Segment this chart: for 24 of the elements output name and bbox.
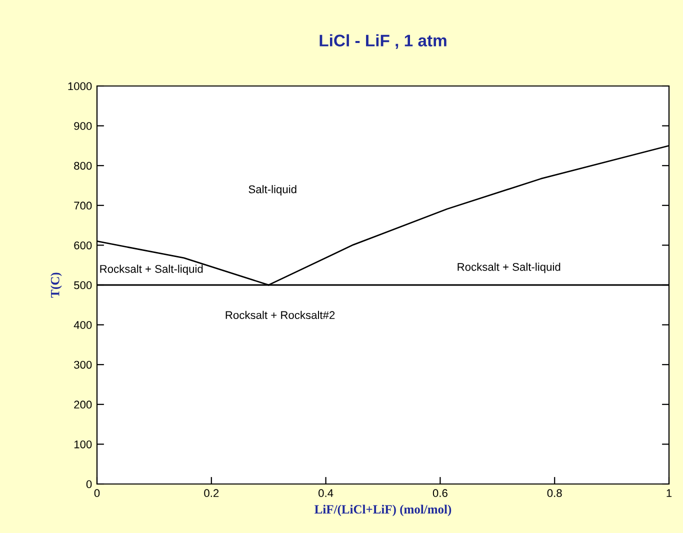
y-tick-label: 1000 [68,82,92,90]
y-tick-label: 700 [74,202,92,210]
y-tick-label: 300 [74,360,92,369]
y-tick-label: 200 [74,400,92,409]
annotation: Rocksalt + Salt-liquid [100,264,203,276]
x-tick-label: 0.8 [547,489,562,498]
annotation: Rocksalt + Salt-liquid [458,262,560,274]
annotation: Rocksalt + Rocksalt#2 [226,310,335,320]
x-axis-title: LiF/(LiCl+LiF) (mol/mol) [314,504,452,516]
y-tick-label: 900 [74,122,92,130]
x-tick-label: 0.2 [204,489,219,498]
y-tick-label: 400 [74,321,92,329]
x-tick-label: 1 [666,489,672,497]
y-tick-label: 500 [74,281,92,290]
y-axis-title: T(C) [50,272,62,298]
chart-title: LiCl - LiF , 1 atm [320,34,446,49]
y-tick-label: 800 [74,162,92,170]
x-tick-label: 0 [94,489,100,498]
y-tick-label: 600 [74,241,92,250]
x-tick-label: 0.4 [318,489,334,498]
y-tick-label: 100 [74,440,92,448]
annotation: Salt-liquid [248,185,296,196]
x-tick-label: 0.6 [432,489,448,498]
y-tick-label: 0 [86,480,92,488]
